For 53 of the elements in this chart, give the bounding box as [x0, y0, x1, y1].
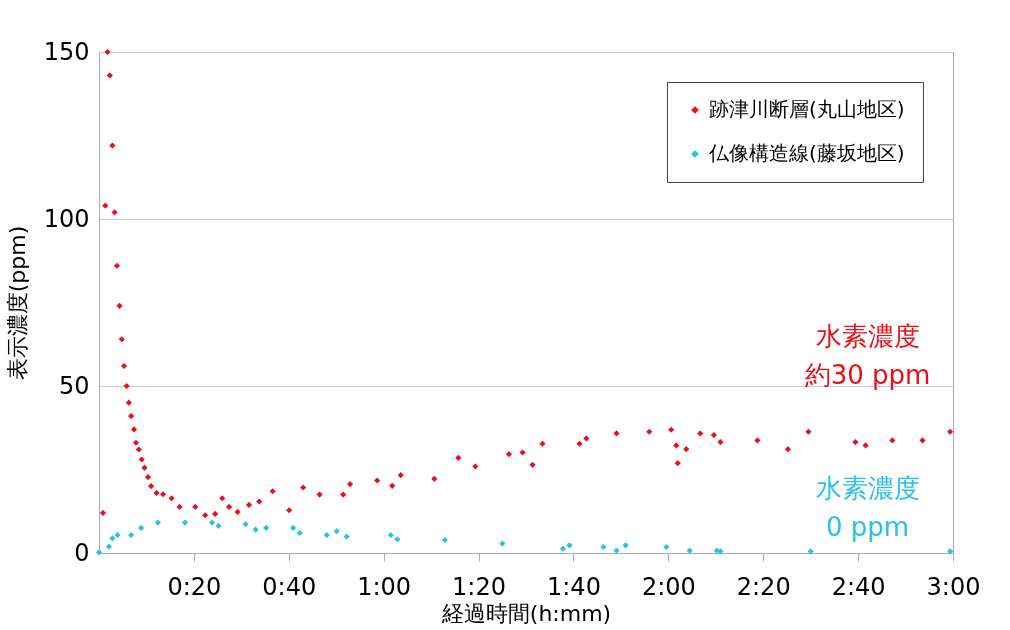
annotation: 0 ppm	[826, 512, 910, 543]
x-tick-label: 1:00	[357, 572, 412, 601]
point	[333, 528, 340, 535]
x-tick-label: 2:20	[736, 572, 791, 601]
point	[717, 548, 724, 555]
x-tick-label: 2:40	[831, 572, 886, 601]
point	[323, 531, 330, 539]
legend-label: 跡津川断層(丸山地区)	[709, 97, 905, 121]
y-tick-label: 150	[43, 37, 90, 66]
legend-label: 仏像構造線(藤坂地区)	[708, 141, 905, 165]
point	[566, 542, 573, 549]
point	[947, 548, 954, 555]
annotation: 水素濃度	[815, 320, 920, 351]
x-tick-label: 3:00	[926, 572, 981, 601]
point	[394, 536, 401, 543]
y-tick-label: 50	[58, 371, 90, 400]
point	[686, 547, 693, 554]
point	[252, 526, 259, 533]
x-tick-label: 0:40	[262, 572, 317, 601]
y-tick-label: 0	[74, 538, 90, 567]
x-tick-label: 1:40	[547, 572, 601, 601]
x-tick-label: 2:00	[641, 572, 696, 601]
point	[343, 533, 350, 540]
point	[499, 540, 506, 547]
point	[95, 549, 103, 556]
point	[807, 548, 814, 555]
point	[613, 547, 620, 554]
annotation: 水素濃度	[815, 473, 920, 504]
point	[242, 521, 249, 528]
point	[600, 543, 607, 551]
point	[441, 536, 448, 544]
x-tick-label: 1:20	[452, 572, 506, 601]
point	[105, 543, 113, 550]
point	[559, 545, 567, 552]
point	[387, 531, 394, 539]
point	[663, 543, 670, 551]
point	[154, 519, 162, 526]
y-tick-label: 100	[43, 204, 90, 233]
point	[109, 535, 116, 542]
x-axis-title: 経過時間(h:mm)	[440, 600, 612, 626]
point	[114, 531, 121, 539]
point	[263, 524, 270, 532]
point	[296, 529, 303, 537]
y-axis-title: 表示濃度(ppm)	[4, 225, 30, 381]
point	[622, 542, 629, 549]
annotation: 約30 ppm	[804, 359, 931, 390]
point	[138, 524, 145, 532]
point	[215, 522, 222, 530]
point	[208, 519, 216, 526]
point	[290, 524, 297, 532]
point	[181, 519, 189, 526]
point	[128, 531, 135, 539]
x-tick-label: 0:20	[167, 572, 222, 601]
